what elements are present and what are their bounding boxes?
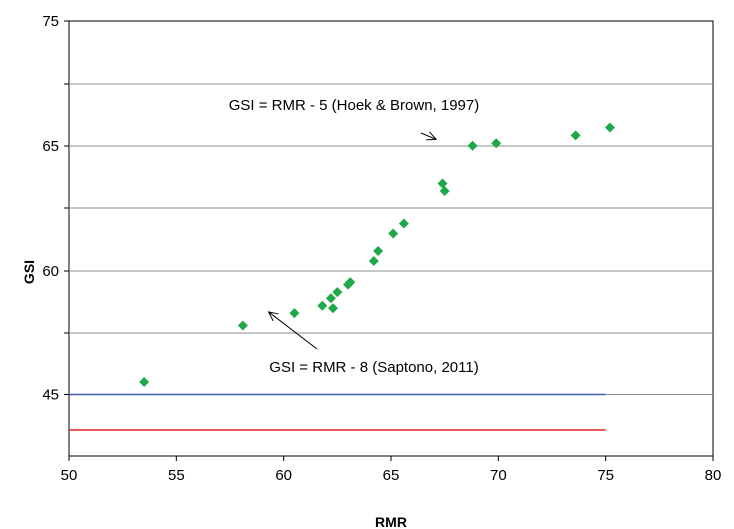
- data-point: [491, 138, 502, 149]
- y-tick-label: 65: [42, 138, 59, 155]
- data-point: [467, 140, 478, 151]
- data-point: [139, 377, 150, 387]
- x-tick-label: 50: [61, 467, 78, 484]
- data-point: [368, 256, 379, 266]
- reference-lines: [69, 393, 606, 431]
- annotation-arrow: [268, 311, 318, 350]
- x-tick-label: 70: [490, 467, 507, 484]
- x-tick-label: 75: [597, 467, 614, 484]
- data-point: [345, 277, 356, 288]
- annotations: GSI = RMR - 5 (Hoek & Brown, 1997) GSI = …: [229, 97, 480, 376]
- data-point: [332, 287, 343, 298]
- annotation-arrowhead: [267, 311, 279, 322]
- x-tick-label: 55: [168, 467, 185, 484]
- annotation-arrowhead: [426, 131, 438, 141]
- data-point: [439, 186, 450, 196]
- y-tick-label: 60: [42, 263, 59, 280]
- data-point: [328, 303, 339, 314]
- annotation-label: GSI = RMR - 5 (Hoek & Brown, 1997): [229, 97, 480, 114]
- data-point: [373, 246, 384, 256]
- y-tick-label: 45: [42, 387, 59, 404]
- data-points: [139, 122, 615, 387]
- x-axis-ticks: 50 55 60 65 70 75 80: [61, 456, 722, 484]
- x-tick-label: 65: [383, 467, 400, 484]
- x-axis-title: RMR: [375, 514, 407, 529]
- y-axis-ticks: 75 65 60 45: [42, 13, 69, 404]
- data-point: [398, 218, 409, 229]
- data-point: [570, 130, 581, 141]
- y-tick-label: 75: [42, 13, 59, 30]
- data-point: [325, 293, 336, 304]
- data-point: [237, 320, 248, 331]
- y-axis-title: GSI: [21, 260, 37, 284]
- x-tick-label: 80: [705, 467, 722, 484]
- data-point: [437, 178, 448, 189]
- data-point: [317, 300, 328, 311]
- annotation-label: GSI = RMR - 8 (Saptono, 2011): [269, 359, 478, 376]
- data-point: [388, 228, 399, 239]
- x-tick-label: 60: [275, 467, 292, 484]
- annotation-arrow: [420, 132, 437, 140]
- data-point: [604, 122, 615, 133]
- data-point: [289, 308, 300, 319]
